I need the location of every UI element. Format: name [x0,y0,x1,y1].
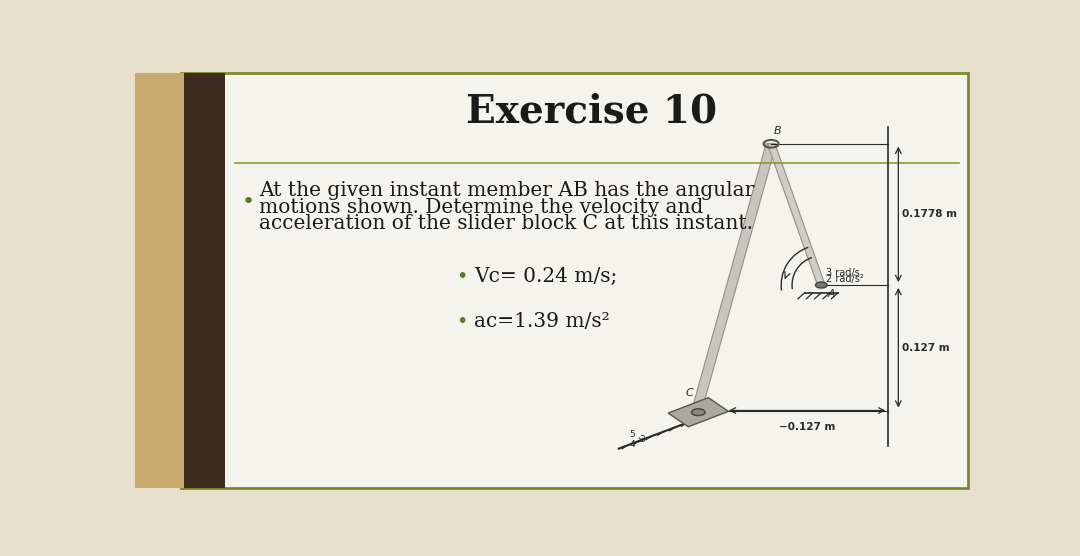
Text: •: • [456,267,468,286]
Text: B: B [773,126,781,136]
Text: 4: 4 [630,440,635,449]
Text: At the given instant member AB has the angular: At the given instant member AB has the a… [259,181,754,200]
Text: −0.127 m: −0.127 m [779,423,835,433]
Text: ac=1.39 m/s²: ac=1.39 m/s² [474,312,609,331]
Text: motions shown. Determine the velocity and: motions shown. Determine the velocity an… [259,197,703,217]
Text: 0.127 m: 0.127 m [902,343,949,353]
Text: 3 rad/s: 3 rad/s [826,268,860,278]
Text: A: A [828,289,836,299]
Bar [135,73,184,488]
Text: 2 rad/s²: 2 rad/s² [826,275,864,285]
Circle shape [691,409,705,416]
Text: •: • [241,192,255,212]
Text: acceleration of the slider block C at this instant.: acceleration of the slider block C at th… [259,214,753,233]
Text: Vc= 0.24 m/s;: Vc= 0.24 m/s; [474,267,618,286]
Polygon shape [768,143,825,285]
Bar [184,73,226,488]
Text: C: C [686,388,693,398]
Text: Exercise 10: Exercise 10 [465,93,717,131]
Text: 3: 3 [639,435,645,444]
Text: 5: 5 [629,430,635,439]
Text: •: • [456,312,468,331]
Polygon shape [669,398,728,427]
Circle shape [815,282,827,288]
Polygon shape [689,143,777,420]
Text: 0.1778 m: 0.1778 m [902,210,957,220]
